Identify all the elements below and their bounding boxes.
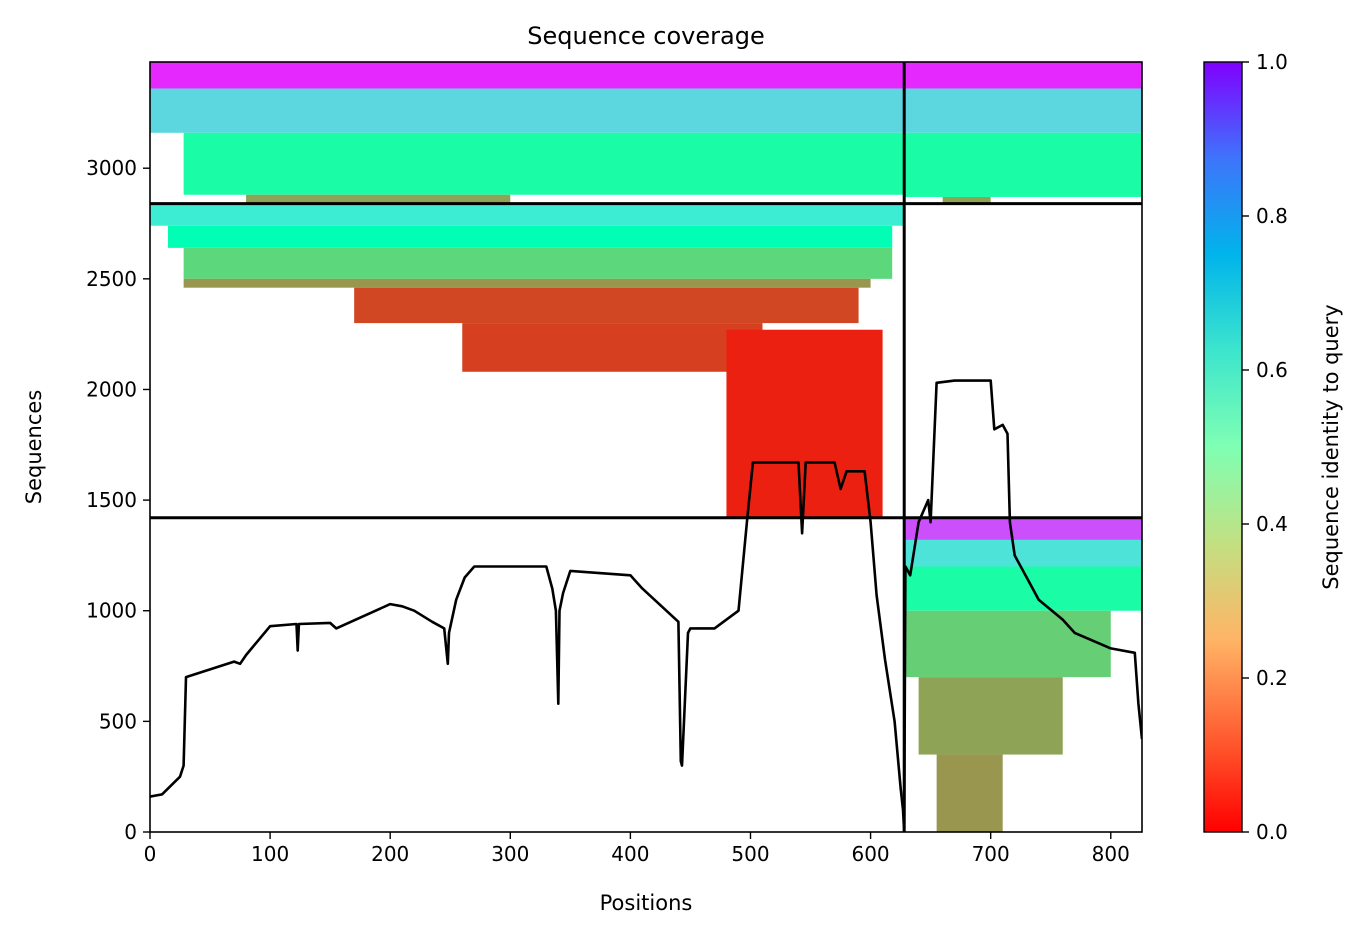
y-tick-label: 1000 xyxy=(86,599,137,623)
colorbar-tick-label: 0.2 xyxy=(1256,666,1288,690)
chart-title: Sequence coverage xyxy=(527,22,764,50)
heatmap-region xyxy=(150,62,905,89)
x-tick-label: 800 xyxy=(1092,842,1130,866)
heatmap-region xyxy=(168,225,893,248)
heatmap-region xyxy=(904,132,1142,197)
x-tick-label: 200 xyxy=(371,842,409,866)
heatmap-region xyxy=(942,196,991,204)
heatmap-region xyxy=(904,566,1142,611)
plot-area xyxy=(149,61,1143,833)
x-tick-label: 600 xyxy=(851,842,889,866)
x-tick-label: 100 xyxy=(251,842,289,866)
colorbar: 0.0 0.2 0.4 0.6 0.8 1.0 Sequence identity to … xyxy=(1203,50,1343,844)
y-tick-label: 2000 xyxy=(86,377,137,401)
heatmap-region xyxy=(904,610,1111,678)
heatmap-region xyxy=(918,677,1063,755)
heatmap-region xyxy=(183,132,905,195)
y-tick-label: 1500 xyxy=(86,488,137,512)
colorbar-label: Sequence identity to query xyxy=(1319,304,1343,589)
colorbar-tick-label: 0.6 xyxy=(1256,358,1288,382)
x-tick-label: 0 xyxy=(144,842,157,866)
heatmap-region xyxy=(904,62,1142,89)
coverage-line xyxy=(150,379,1142,832)
y-tick-label: 2500 xyxy=(86,267,137,291)
heatmap-region xyxy=(904,539,1142,567)
y-axis-label: Sequences xyxy=(22,390,46,505)
y-tick-label: 3000 xyxy=(86,156,137,180)
heatmap-region xyxy=(183,247,893,279)
y-tick-label: 0 xyxy=(124,820,137,844)
y-axis: 0 500 1000 1500 2000 2500 3000 xyxy=(86,156,150,844)
x-tick-label: 300 xyxy=(491,842,529,866)
heatmap-region xyxy=(904,517,1142,540)
x-tick-label: 500 xyxy=(731,842,769,866)
x-axis: 0 100 200 300 400 500 600 700 800 xyxy=(144,832,1130,866)
coverage-line-layer xyxy=(150,379,1142,832)
heatmap-region xyxy=(150,88,905,133)
colorbar-tick-label: 0.4 xyxy=(1256,512,1288,536)
colorbar-tick-label: 1.0 xyxy=(1256,50,1288,74)
heatmap-region xyxy=(354,287,859,324)
heatmap-region xyxy=(936,754,1003,832)
heatmap-layer xyxy=(150,62,1142,832)
plot-frame xyxy=(149,61,1143,833)
heatmap-region xyxy=(904,88,1142,133)
colorbar-ticks: 0.0 0.2 0.4 0.6 0.8 1.0 xyxy=(1242,50,1288,844)
heatmap-region xyxy=(246,194,511,204)
colorbar-gradient xyxy=(1203,61,1243,833)
x-tick-label: 700 xyxy=(972,842,1010,866)
x-axis-label: Positions xyxy=(600,891,693,915)
y-tick-label: 500 xyxy=(99,709,137,733)
colorbar-tick-label: 0.0 xyxy=(1256,820,1288,844)
heatmap-region xyxy=(462,323,763,372)
heatmap-region xyxy=(183,278,871,288)
heatmap-region xyxy=(150,203,905,226)
x-tick-label: 400 xyxy=(611,842,649,866)
colorbar-tick-label: 0.8 xyxy=(1256,204,1288,228)
